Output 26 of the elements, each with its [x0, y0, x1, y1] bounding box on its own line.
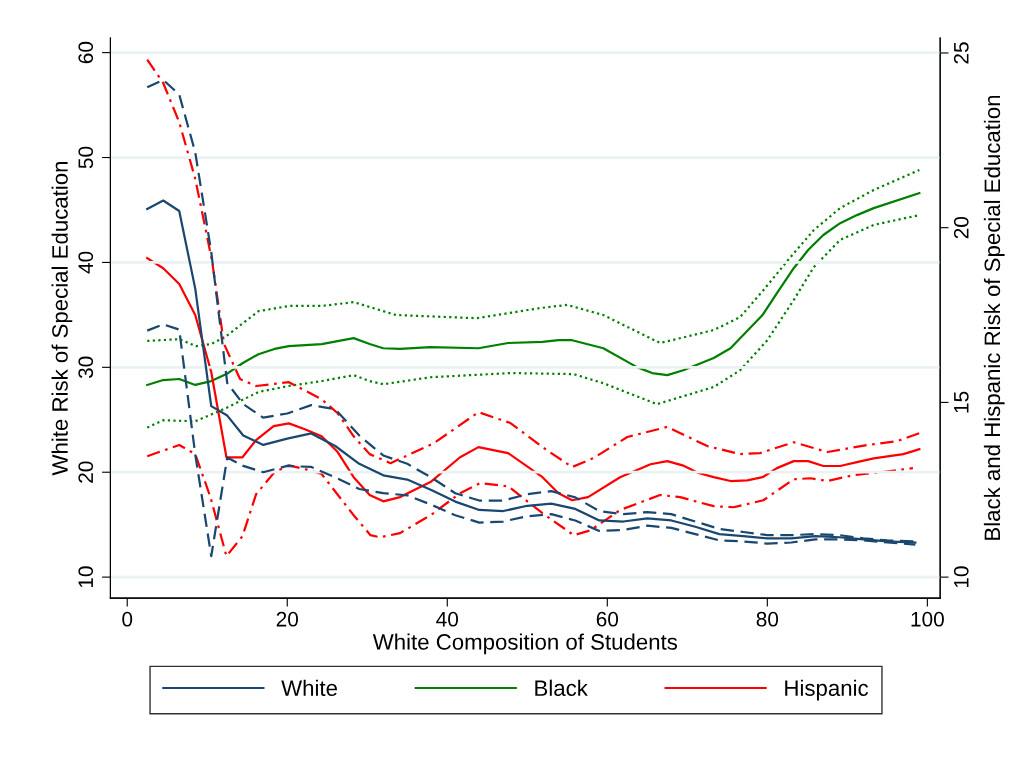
y2-tick-label: 25 [953, 42, 969, 64]
legend-label: White [281, 679, 337, 697]
y-tick-label: 60 [78, 41, 94, 64]
x-tick-label: 60 [596, 611, 619, 627]
legend-label: Hispanic [785, 679, 869, 701]
y-tick-label: 40 [78, 251, 94, 274]
y-axis-title: White Risk of Special Education [51, 161, 73, 476]
y-tick-label: 10 [78, 566, 94, 588]
y-tick-label: 30 [78, 356, 94, 379]
x-tick-label: 0 [122, 611, 133, 627]
y2-tick-label: 20 [953, 216, 969, 239]
legend-label: Black [535, 679, 588, 697]
y2-tick-label: 15 [954, 391, 969, 413]
y2-tick-label: 10 [953, 566, 969, 588]
line-series [146, 256, 921, 503]
x-axis-title: White Composition of Students [372, 633, 678, 655]
line-series [146, 191, 921, 387]
x-tick-label: 100 [911, 611, 944, 627]
y2-axis-title: Black and Hispanic Risk of Special Education [983, 95, 1005, 540]
x-tick-label: 20 [276, 611, 299, 627]
y-tick-label: 50 [78, 146, 94, 169]
line-series [146, 168, 921, 348]
line-series [146, 58, 921, 469]
x-tick-label: 40 [436, 611, 459, 627]
x-tick-label: 80 [756, 611, 779, 627]
y-tick-label: 20 [78, 461, 94, 483]
